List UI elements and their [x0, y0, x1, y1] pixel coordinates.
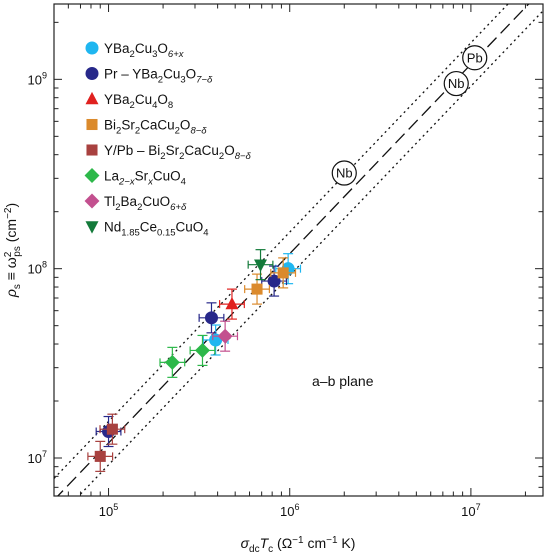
element-label: Pb	[462, 45, 488, 71]
legend-label: Nd1.85Ce0.15CuO4	[104, 220, 209, 239]
legend-entry: Pr – YBa2Cu3O7−δ	[85, 67, 213, 86]
legend-marker	[86, 144, 98, 156]
legend-marker	[85, 67, 99, 80]
dotted-reference-line	[77, 10, 543, 496]
legend-entry: YBa2Cu3O6+x	[85, 41, 185, 60]
legend-entry: Y/Pb – Bi2Sr2CaCu2O8−δ	[86, 143, 252, 162]
y-tick-label: 107	[28, 449, 47, 466]
data-point	[198, 302, 225, 334]
point-marker	[254, 259, 268, 272]
legend-entry: Tl2Ba2CuO6+δ	[84, 193, 187, 213]
data-point	[261, 265, 288, 297]
x-axis-label: σdcTc (Ω−1 cm−1 K)	[241, 535, 356, 553]
x-tick-label: 105	[99, 502, 118, 519]
point-marker	[106, 423, 118, 435]
element-label-circle	[462, 45, 488, 71]
dotted-reference-line	[54, 4, 509, 479]
x-tick-label: 106	[280, 502, 299, 519]
data-point	[212, 320, 239, 352]
y-axis-label: ρs ≡ ω2ps (cm−2)	[3, 203, 23, 298]
legend-marker	[86, 118, 98, 131]
legend-label: Bi2Sr2CaCu2O8−δ	[104, 118, 207, 137]
data-points	[87, 249, 302, 472]
legend-entry: La2−xSrxCuO4	[84, 168, 186, 188]
legend-label: Tl2Ba2CuO6+δ	[104, 194, 187, 213]
element-label-text: Nb	[336, 166, 353, 181]
data-point	[219, 288, 245, 320]
x-tick-label: 107	[461, 502, 480, 519]
point-marker	[164, 354, 180, 370]
legend-label: Y/Pb – Bi2Sr2CaCu2O8−δ	[104, 143, 252, 162]
legend-label: Pr – YBa2Cu3O7−δ	[104, 67, 213, 86]
data-point	[270, 257, 297, 289]
data-point	[247, 249, 274, 281]
legend: YBa2Cu3O6+x Pr – YBa2Cu3O7−δ YBa2Cu4O8 Bi2S…	[84, 41, 252, 239]
point-marker	[195, 342, 210, 358]
data-point	[189, 334, 216, 367]
element-label-circle	[443, 70, 469, 97]
element-label-circle	[331, 160, 357, 186]
legend-label: YBa2Cu4O8	[104, 92, 173, 111]
legend-marker	[84, 168, 100, 183]
plane-annotation: a–b plane	[312, 373, 374, 389]
legend-marker	[85, 221, 99, 234]
data-point	[99, 413, 126, 445]
data-point	[87, 440, 114, 472]
point-marker	[225, 296, 239, 310]
point-marker	[267, 274, 281, 288]
legend-entry: Bi2Sr2CaCu2O8−δ	[86, 118, 207, 137]
legend-marker	[85, 41, 99, 55]
element-label: Nb	[331, 160, 357, 186]
point-marker	[277, 267, 289, 279]
legend-marker	[84, 193, 100, 209]
point-marker	[251, 283, 263, 295]
y-tick-label: 108	[28, 260, 47, 277]
legend-entry: Nd1.85Ce0.15CuO4	[85, 220, 209, 239]
element-label-text: Nb	[448, 76, 465, 91]
data-point	[159, 346, 186, 378]
point-marker	[217, 328, 233, 344]
element-label: Nb	[443, 70, 469, 97]
legend-marker	[85, 91, 99, 105]
legend-label: YBa2Cu3O6+x	[104, 41, 185, 60]
plot-frame	[53, 3, 544, 497]
point-marker	[204, 311, 218, 325]
legend-label: La2−xSrxCuO4	[104, 169, 186, 188]
legend-entry: YBa2Cu4O8	[85, 91, 173, 111]
point-marker	[94, 450, 106, 462]
y-tick-label: 109	[28, 70, 47, 87]
element-label-text: Pb	[467, 50, 483, 65]
